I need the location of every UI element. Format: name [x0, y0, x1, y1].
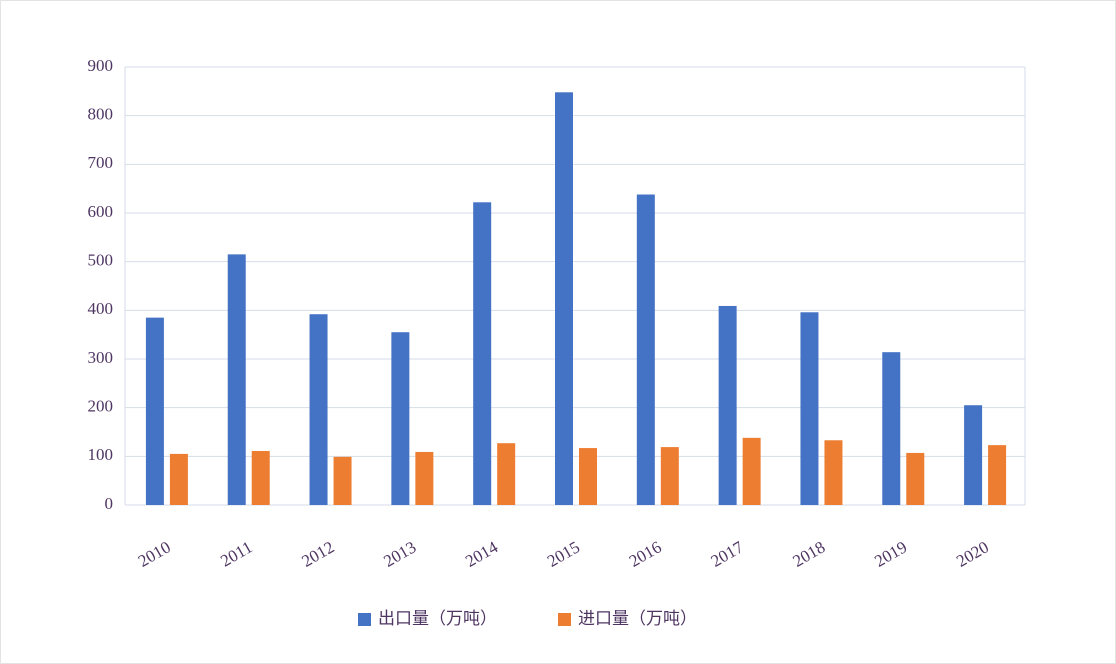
bar — [169, 453, 188, 505]
bar — [227, 254, 246, 505]
bar — [251, 450, 270, 505]
bar — [882, 352, 901, 505]
bar — [906, 452, 925, 505]
y-tick-label: 0 — [105, 494, 114, 513]
bar — [742, 437, 761, 505]
y-tick-label: 600 — [88, 202, 114, 221]
legend-swatch — [358, 613, 371, 626]
bar — [636, 194, 655, 506]
bar — [473, 202, 492, 505]
y-tick-label: 700 — [88, 153, 114, 172]
bar — [497, 443, 516, 505]
bar — [579, 448, 597, 505]
legend-label: 出口量（万吨） — [378, 609, 497, 628]
bar — [824, 440, 843, 505]
y-tick-label: 500 — [88, 251, 114, 270]
legend-label: 进口量（万吨） — [578, 609, 697, 628]
y-tick-label: 800 — [88, 105, 114, 124]
bar — [555, 92, 573, 505]
y-tick-label: 200 — [88, 397, 114, 416]
bar — [309, 314, 328, 505]
bar — [660, 447, 679, 505]
y-tick-label: 100 — [88, 445, 114, 464]
y-tick-label: 400 — [88, 299, 114, 318]
bar — [391, 332, 410, 505]
bar — [415, 451, 434, 505]
bar — [333, 456, 352, 505]
bar — [988, 445, 1007, 505]
bar — [800, 312, 819, 505]
bar — [145, 317, 164, 505]
legend-swatch — [558, 613, 571, 626]
y-tick-label: 300 — [88, 348, 114, 367]
y-tick-label: 900 — [88, 56, 114, 75]
bar — [964, 405, 983, 505]
bar — [718, 305, 737, 505]
